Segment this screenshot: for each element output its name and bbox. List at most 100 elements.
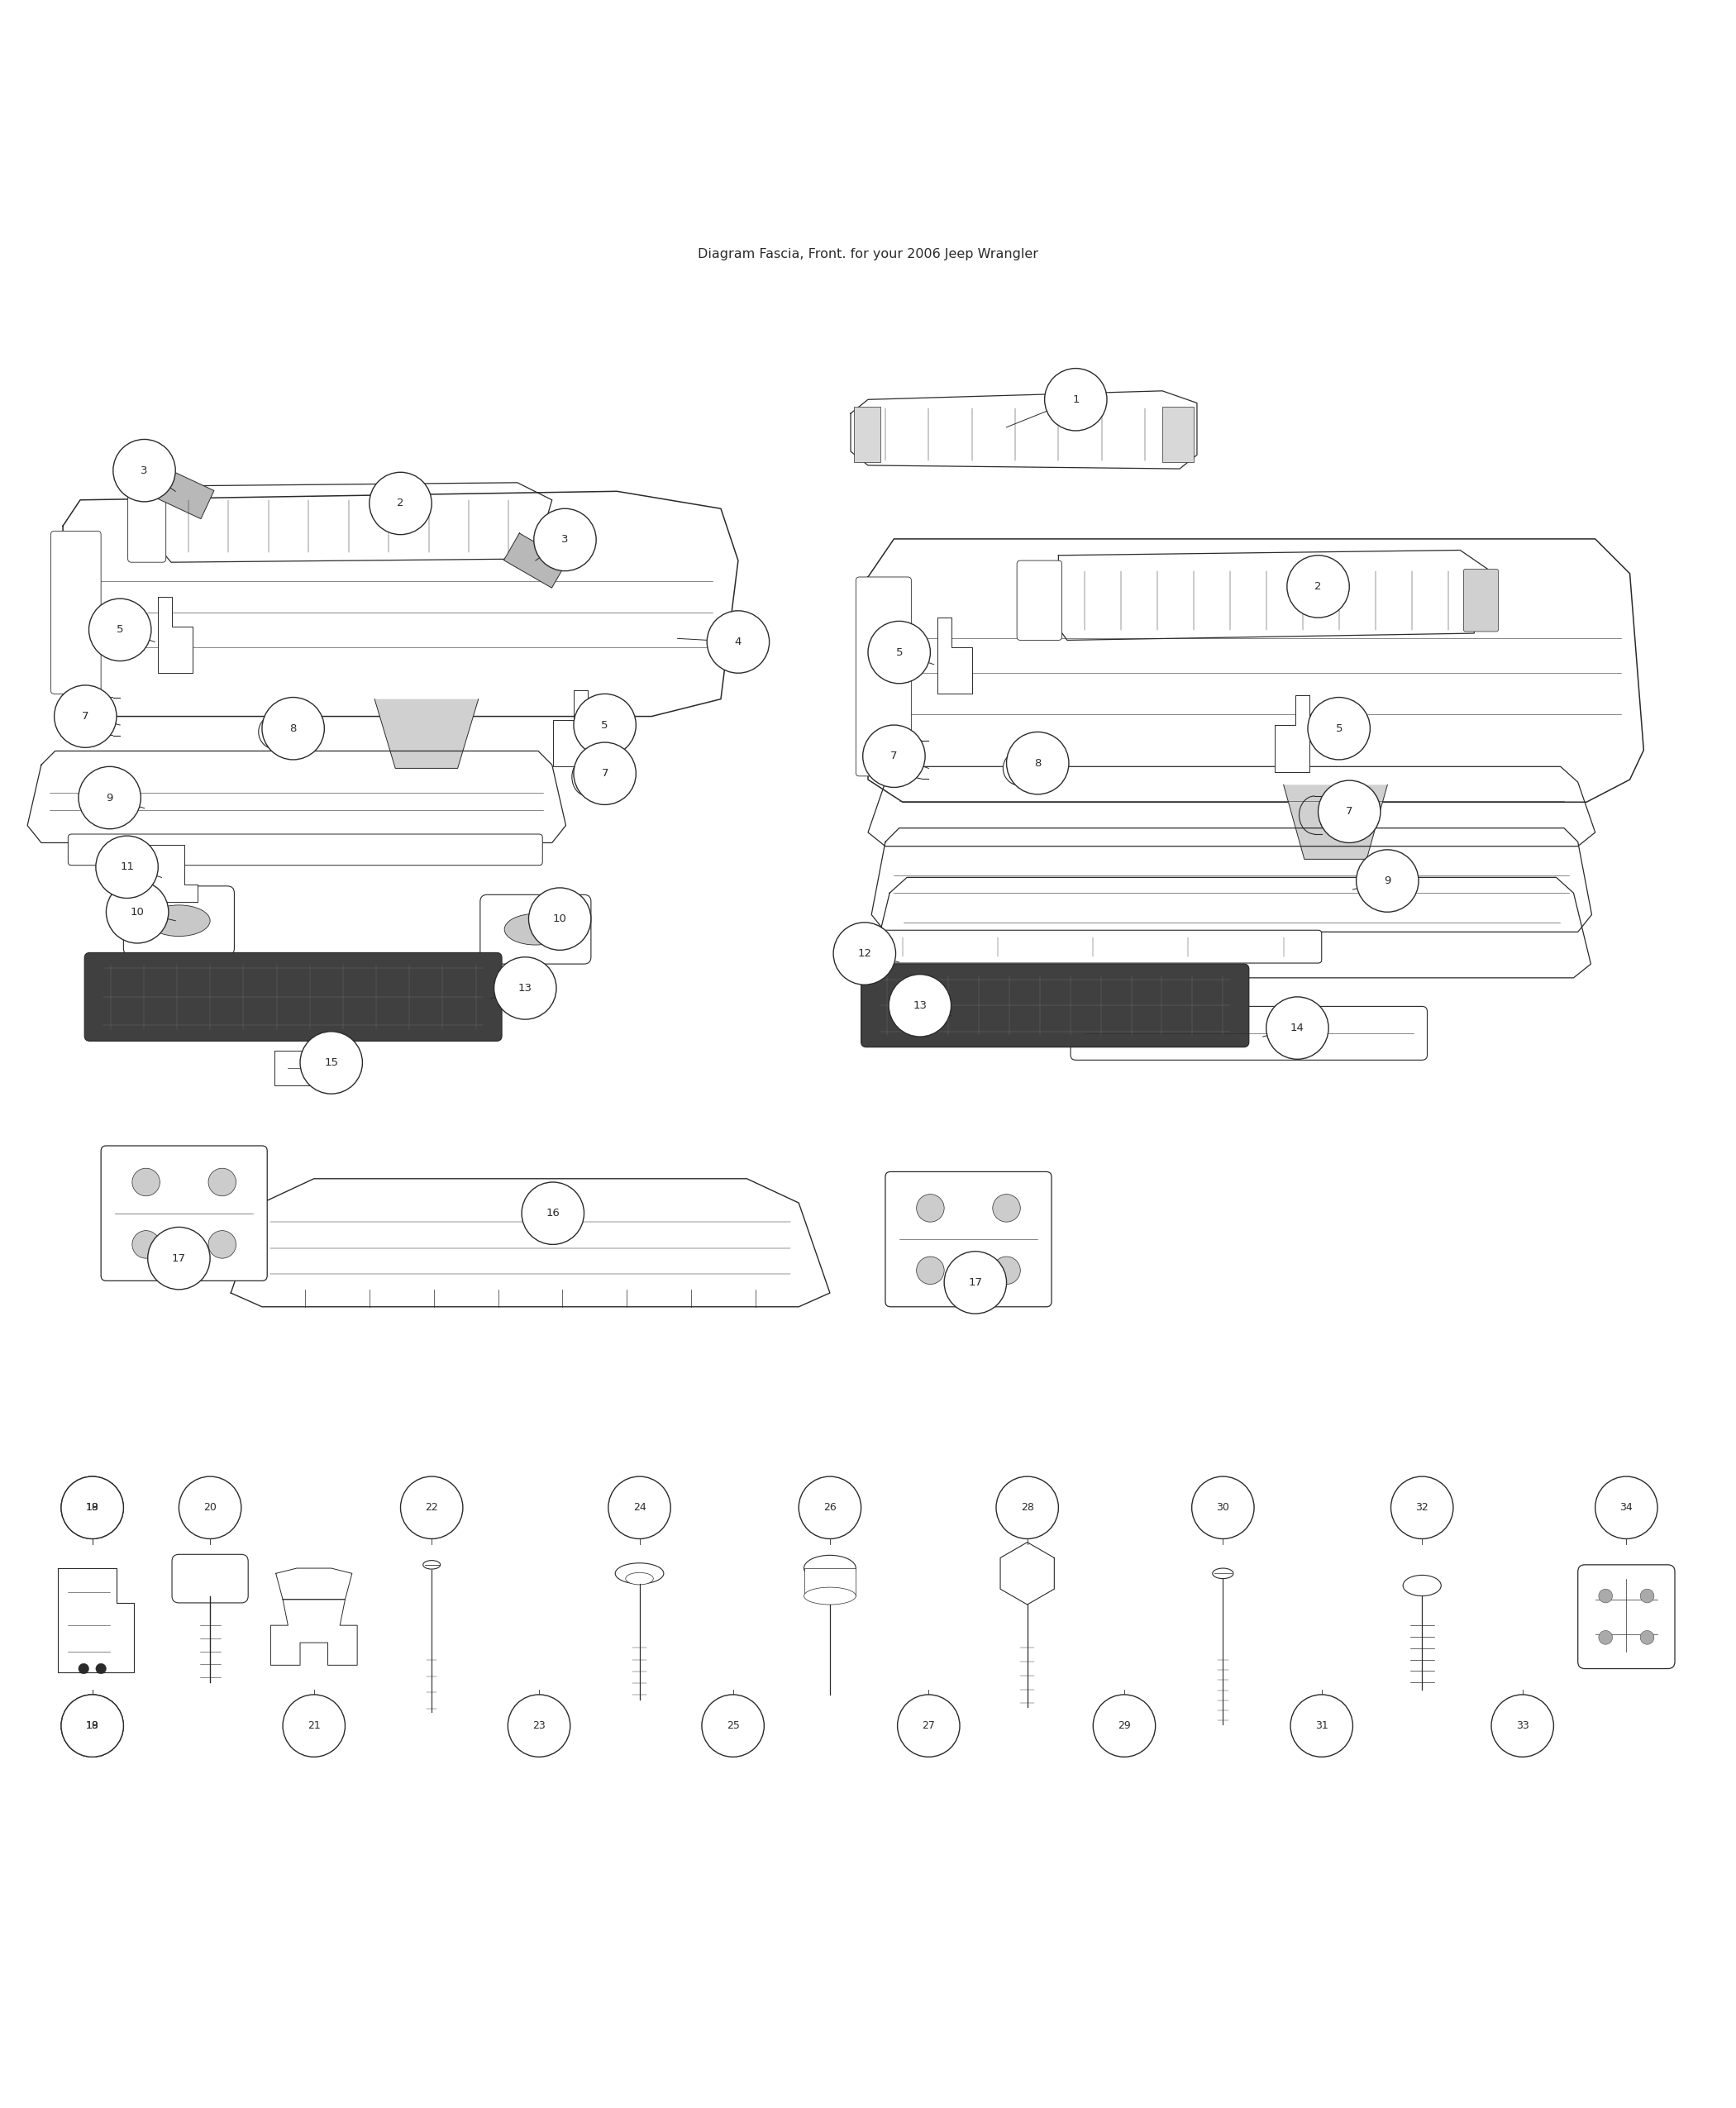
FancyBboxPatch shape (172, 1554, 248, 1602)
Text: Diagram Fascia, Front. for your 2006 Jeep Wrangler: Diagram Fascia, Front. for your 2006 Jee… (698, 249, 1038, 259)
Text: 2: 2 (1314, 582, 1321, 592)
Circle shape (944, 1252, 1007, 1313)
FancyBboxPatch shape (1017, 561, 1062, 641)
Circle shape (868, 622, 930, 683)
Circle shape (262, 698, 325, 759)
Ellipse shape (1212, 1568, 1233, 1579)
Circle shape (61, 1695, 123, 1756)
Text: 3: 3 (561, 535, 568, 546)
Text: 24: 24 (634, 1503, 646, 1514)
Text: 18: 18 (85, 1720, 99, 1731)
Circle shape (1003, 750, 1038, 786)
Ellipse shape (505, 913, 566, 944)
Text: 17: 17 (172, 1252, 186, 1263)
Circle shape (208, 1168, 236, 1195)
Circle shape (89, 599, 151, 662)
Circle shape (208, 1231, 236, 1258)
Text: 25: 25 (726, 1720, 740, 1731)
Circle shape (1007, 731, 1069, 795)
Circle shape (799, 1476, 861, 1539)
Text: 11: 11 (120, 862, 134, 873)
Text: 5: 5 (896, 647, 903, 658)
Polygon shape (868, 540, 1644, 801)
Text: 26: 26 (823, 1503, 837, 1514)
Circle shape (573, 694, 635, 757)
Polygon shape (1059, 550, 1488, 641)
Text: 10: 10 (552, 913, 566, 923)
Circle shape (269, 725, 283, 740)
FancyBboxPatch shape (854, 407, 880, 462)
FancyBboxPatch shape (68, 835, 542, 864)
Circle shape (401, 1476, 464, 1539)
Text: 2: 2 (398, 497, 404, 508)
FancyBboxPatch shape (885, 1172, 1052, 1307)
Circle shape (996, 1476, 1059, 1539)
Polygon shape (851, 390, 1196, 468)
FancyBboxPatch shape (1163, 407, 1194, 462)
Circle shape (509, 1695, 569, 1756)
Polygon shape (231, 1178, 830, 1307)
Polygon shape (28, 750, 566, 843)
Text: 20: 20 (203, 1503, 217, 1514)
Polygon shape (375, 700, 479, 767)
Text: 19: 19 (85, 1720, 99, 1731)
FancyBboxPatch shape (856, 578, 911, 776)
Text: 14: 14 (1290, 1022, 1304, 1033)
Circle shape (370, 472, 432, 535)
Circle shape (78, 1663, 89, 1674)
Polygon shape (552, 691, 587, 767)
Circle shape (917, 1256, 944, 1284)
Text: 17: 17 (969, 1277, 983, 1288)
Circle shape (113, 438, 175, 502)
Circle shape (1491, 1695, 1554, 1756)
Circle shape (300, 1031, 363, 1094)
Text: 27: 27 (922, 1720, 936, 1731)
FancyBboxPatch shape (50, 531, 101, 694)
Text: 19: 19 (85, 1503, 99, 1514)
Circle shape (889, 974, 951, 1037)
FancyBboxPatch shape (1071, 1006, 1427, 1060)
Polygon shape (158, 597, 193, 672)
Circle shape (1045, 369, 1108, 430)
Text: 22: 22 (425, 1503, 437, 1514)
Circle shape (1193, 1476, 1253, 1539)
Polygon shape (1283, 784, 1387, 860)
FancyBboxPatch shape (101, 1147, 267, 1282)
Circle shape (148, 1227, 210, 1290)
Circle shape (61, 1476, 123, 1539)
Ellipse shape (804, 1587, 856, 1604)
Text: 1: 1 (1073, 394, 1080, 405)
Polygon shape (871, 828, 1592, 932)
Text: 32: 32 (1415, 1503, 1429, 1514)
Text: 31: 31 (1316, 1720, 1328, 1731)
Text: 9: 9 (1384, 875, 1391, 885)
Polygon shape (135, 845, 198, 902)
Circle shape (132, 1231, 160, 1258)
Polygon shape (937, 618, 972, 694)
Circle shape (529, 887, 590, 951)
Text: 8: 8 (290, 723, 297, 734)
Text: 7: 7 (891, 750, 898, 761)
Circle shape (1307, 698, 1370, 759)
Circle shape (863, 725, 925, 788)
Circle shape (1014, 761, 1028, 776)
Circle shape (1641, 1589, 1654, 1602)
FancyBboxPatch shape (1463, 569, 1498, 632)
Text: 5: 5 (116, 624, 123, 635)
FancyBboxPatch shape (123, 885, 234, 955)
Polygon shape (151, 468, 214, 519)
Text: 7: 7 (1345, 805, 1352, 818)
Text: 8: 8 (1035, 757, 1042, 769)
Ellipse shape (424, 1560, 441, 1568)
Circle shape (1286, 554, 1349, 618)
Ellipse shape (625, 1573, 653, 1585)
Circle shape (1599, 1632, 1613, 1644)
Polygon shape (274, 1050, 337, 1086)
Circle shape (707, 611, 769, 672)
FancyBboxPatch shape (861, 963, 1248, 1048)
Circle shape (523, 1183, 583, 1244)
Circle shape (1094, 1695, 1156, 1756)
Text: 30: 30 (1217, 1503, 1229, 1514)
Circle shape (283, 1695, 345, 1756)
FancyBboxPatch shape (804, 1568, 856, 1596)
